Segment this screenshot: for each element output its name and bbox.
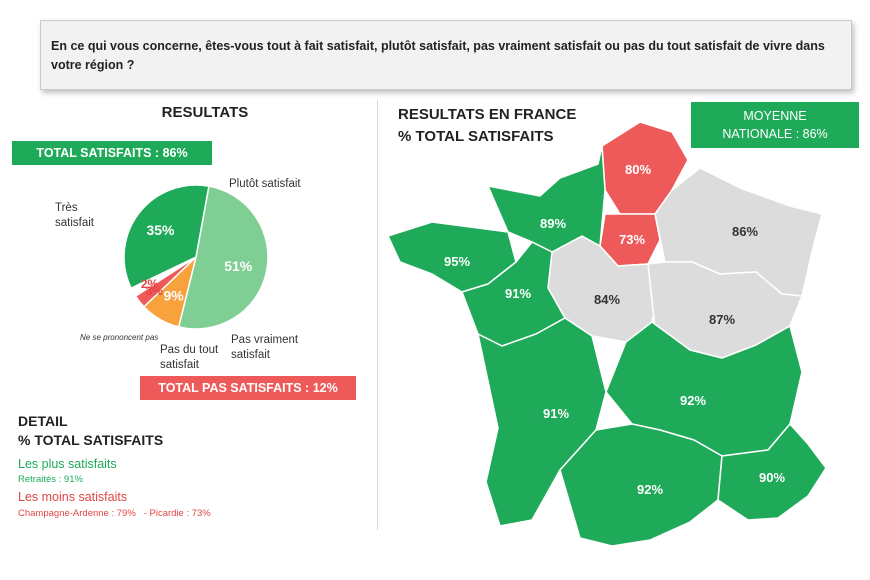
pie-label-line: Pas vraiment	[231, 334, 299, 346]
map-value-label: 87%	[709, 312, 735, 327]
survey-question: En ce qui vous concerne, êtes-vous tout …	[40, 20, 852, 90]
pie-label-pas-du-tout: Pas du tout satisfait	[160, 343, 218, 373]
least-satisfied-value: Champagne-Ardenne : 79% - Picardie : 73%	[18, 508, 211, 519]
detail-title-line1: DETAIL	[18, 413, 68, 429]
pie-label-plutot: Plutôt satisfait	[229, 177, 301, 192]
pie-label-line: satisfait	[231, 349, 270, 361]
france-map: 80% 73% 86% 84% 87% 89% 95% 91% 91% 92% 92% 90%	[387, 121, 827, 547]
pie-slice	[123, 184, 210, 290]
pie-slice	[177, 185, 269, 330]
least-satisfied-label: Les moins satisfaits	[18, 490, 128, 504]
map-value-label: 73%	[619, 232, 645, 247]
map-value-label: 86%	[732, 224, 758, 239]
map-region	[487, 145, 606, 253]
map-region	[559, 423, 723, 547]
map-value-label: 80%	[625, 162, 651, 177]
detail-title: DETAIL % TOTAL SATISFAITS	[18, 412, 163, 450]
map-regions	[387, 121, 827, 547]
most-satisfied-value: Retraités : 91%	[18, 474, 83, 485]
pie-slices	[123, 184, 269, 330]
pie-label-line: satisfait	[160, 359, 199, 371]
pie-label-line: Très	[55, 202, 78, 214]
national-average-badge: MOYENNE NATIONALE : 86%	[691, 102, 859, 148]
france-title-line2: % TOTAL SATISFAITS	[398, 128, 554, 145]
pie-value-label: 3%	[146, 284, 164, 298]
map-value-label: 95%	[444, 254, 470, 269]
pie-value-label: 51%	[224, 258, 253, 274]
pie-label-line: Plutôt satisfait	[229, 178, 301, 190]
map-value-labels: 80% 73% 86% 84% 87% 89% 95% 91% 91% 92% 92% 90%	[444, 162, 785, 497]
pie-label-pas-vraiment: Pas vraiment satisfait	[231, 333, 298, 363]
france-title-line1: RESULTATS EN FRANCE	[398, 106, 577, 123]
pie-label-nsp: Ne se prononcent pas	[80, 330, 158, 345]
pie-label-line: Pas du tout	[160, 344, 219, 356]
map-value-label: 90%	[759, 470, 785, 485]
france-results-title: RESULTATS EN FRANCE % TOTAL SATISFAITS	[398, 104, 576, 148]
pie-value-label: 9%	[163, 288, 184, 304]
pie-value-label: 2%	[141, 277, 159, 291]
map-region	[717, 423, 827, 521]
detail-title-line2: % TOTAL SATISFAITS	[18, 432, 164, 448]
pie-label-tres: Très satisfait	[55, 201, 94, 231]
pie-chart: 51% 9%3%2% 35%	[123, 184, 269, 330]
pie-label-line: satisfait	[55, 217, 94, 229]
pie-label-line: Ne se prononcent pas	[80, 333, 159, 342]
total-unsatisfied-badge: TOTAL PAS SATISFAITS : 12%	[140, 376, 356, 400]
total-satisfied-badge: TOTAL SATISFAITS : 86%	[12, 141, 212, 165]
map-value-label: 89%	[540, 216, 566, 231]
pie-value-label: 35%	[146, 222, 175, 238]
most-satisfied-label: Les plus satisfaits	[18, 457, 117, 471]
pie-value-labels: 51% 9%3%2% 35%	[141, 222, 253, 304]
map-value-label: 91%	[543, 406, 569, 421]
map-value-label: 84%	[594, 292, 620, 307]
map-value-label: 91%	[505, 286, 531, 301]
map-value-label: 92%	[637, 482, 663, 497]
map-value-label: 92%	[680, 393, 706, 408]
divider	[377, 100, 378, 530]
national-average-line2: NATIONALE : 86%	[722, 127, 828, 141]
national-average-line1: MOYENNE	[743, 109, 807, 123]
results-title: RESULTATS	[161, 104, 249, 121]
